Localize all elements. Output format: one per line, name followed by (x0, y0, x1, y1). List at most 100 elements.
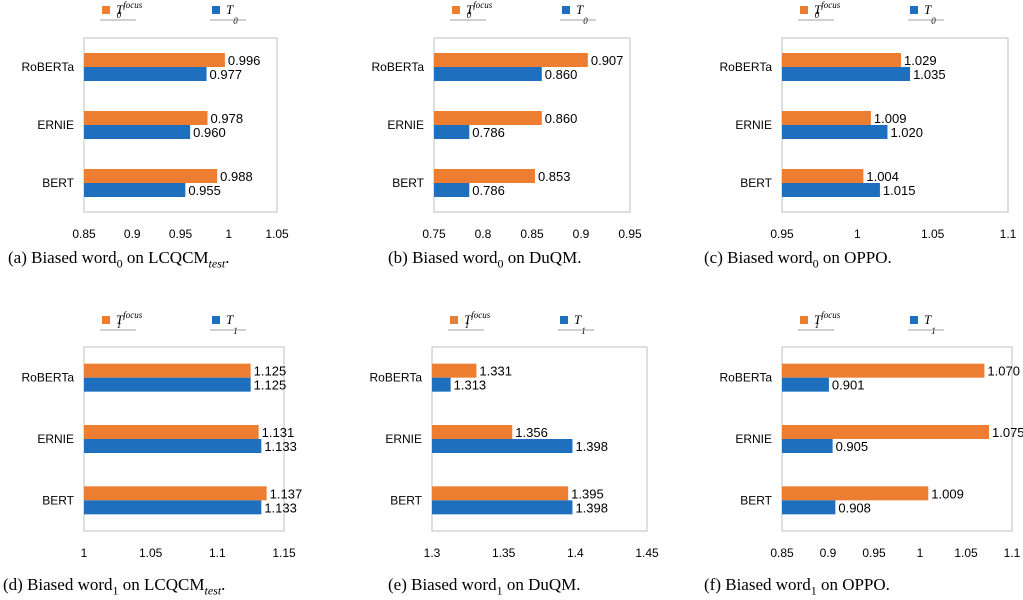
data-label-focus: 0.996 (228, 53, 261, 68)
panel-f: Tfocus 1 T1 RoBERTa 1.070 0.901 ERNIE 1.075 0.90… (685, 310, 1023, 600)
legend-swatch-focus (102, 6, 110, 14)
x-tick-label: 0.85 (520, 227, 544, 241)
data-label-base: 0.786 (472, 183, 505, 198)
data-label-base: 0.905 (836, 439, 869, 454)
data-label-base: 1.133 (264, 500, 297, 515)
panel-e: Tfocus 1 T1 RoBERTa 1.331 1.313 ERNIE 1.356 1.39… (340, 310, 678, 600)
bar-base (782, 125, 888, 139)
panel-caption: (d) Biased word1 on LCQCMtest. (3, 575, 226, 598)
x-tick-label: 1.15 (272, 546, 296, 560)
x-tick-label: 0.95 (618, 227, 642, 241)
category-label: BERT (392, 176, 424, 190)
data-label-focus: 1.331 (479, 364, 512, 379)
legend-label-base: T1 (574, 312, 586, 336)
x-tick-label: 1.1 (1004, 546, 1021, 560)
data-label-base: 0.960 (193, 125, 226, 140)
legend-label-base: T1 (226, 312, 238, 336)
x-tick-label: 0.9 (820, 546, 837, 560)
legend-swatch-focus (452, 6, 460, 14)
category-label: ERNIE (735, 432, 772, 446)
data-label-focus: 0.988 (220, 169, 253, 184)
data-label-focus: 1.075 (992, 425, 1023, 440)
bar-focus (432, 486, 569, 501)
bar-base (782, 500, 836, 515)
x-tick-label: 1 (225, 227, 232, 241)
x-tick-label: 0.75 (422, 227, 446, 241)
x-tick-label: 1.05 (921, 227, 945, 241)
legend-label-focus: Tfocus 0 (814, 0, 841, 20)
data-label-focus: 1.029 (904, 53, 937, 68)
panel-caption: (c) Biased word0 on OPPO. (704, 248, 892, 271)
category-label: BERT (42, 493, 74, 507)
bar-focus (782, 169, 864, 183)
legend-swatch-focus (102, 316, 110, 324)
data-label-base: 0.786 (472, 125, 505, 140)
legend-swatch-base (560, 316, 568, 324)
data-label-base: 0.955 (188, 183, 221, 198)
x-tick-label: 1.3 (424, 546, 441, 560)
x-tick-label: 1.05 (139, 546, 163, 560)
bar-focus (782, 363, 985, 378)
legend-label-focus: Tfocus 0 (466, 0, 493, 20)
x-tick-label: 0.85 (72, 227, 96, 241)
bar-focus (84, 486, 267, 501)
bar-focus (434, 169, 535, 183)
data-label-focus: 1.009 (931, 486, 964, 501)
legend-label-base: T1 (924, 312, 936, 336)
x-tick-label: 1 (81, 546, 88, 560)
bar-base (84, 125, 191, 139)
bar-focus (782, 486, 929, 501)
legend-swatch-base (212, 6, 220, 14)
legend-label-focus: Tfocus 1 (464, 310, 491, 330)
x-tick-label: 1.1 (1000, 227, 1017, 241)
data-label-focus: 1.395 (571, 486, 604, 501)
category-label: ERNIE (735, 118, 772, 132)
bar-base (84, 183, 186, 197)
bar-focus (84, 111, 208, 125)
data-label-base: 0.901 (832, 378, 865, 393)
x-tick-label: 0.95 (862, 546, 886, 560)
panel-caption: (e) Biased word1 on DuQM. (388, 575, 581, 598)
legend-swatch-base (562, 6, 570, 14)
category-label: ERNIE (37, 432, 74, 446)
data-label-focus: 0.860 (545, 111, 578, 126)
category-label: RoBERTa (22, 371, 75, 385)
category-label: BERT (740, 493, 772, 507)
x-tick-label: 1 (917, 546, 924, 560)
data-label-focus: 1.137 (270, 486, 303, 501)
category-label: ERNIE (387, 118, 424, 132)
legend-swatch-base (910, 6, 918, 14)
bar-base (782, 439, 833, 453)
data-label-focus: 1.131 (262, 425, 295, 440)
category-label: RoBERTa (372, 60, 425, 74)
category-label: BERT (390, 493, 422, 507)
x-tick-label: 0.8 (475, 227, 492, 241)
data-label-focus: 1.009 (874, 111, 907, 126)
legend-swatch-focus (800, 6, 808, 14)
panel-b: Tfocus 0 T0 RoBERTa 0.907 0.860 ERNIE 0.860 0.78… (340, 0, 678, 290)
bar-base (84, 67, 207, 81)
category-label: RoBERTa (370, 371, 423, 385)
data-label-base: 1.398 (575, 500, 608, 515)
legend-swatch-base (212, 316, 220, 324)
bar-focus (84, 169, 218, 183)
data-label-base: 1.015 (883, 183, 916, 198)
x-tick-label: 0.95 (169, 227, 193, 241)
category-label: BERT (42, 176, 74, 190)
category-label: RoBERTa (720, 60, 773, 74)
panel-caption: (b) Biased word0 on DuQM. (388, 248, 582, 271)
bar-focus (84, 425, 259, 439)
legend-label-base: T0 (576, 2, 588, 26)
bar-focus (434, 111, 542, 125)
category-label: ERNIE (37, 118, 74, 132)
legend-swatch-focus (450, 316, 458, 324)
data-label-base: 0.860 (545, 67, 578, 82)
panel-c: Tfocus 0 T0 RoBERTa 1.029 1.035 ERNIE 1.009 1.02… (685, 0, 1023, 290)
data-label-focus: 0.853 (538, 169, 571, 184)
x-tick-label: 1.4 (567, 546, 584, 560)
bar-base (84, 439, 262, 453)
